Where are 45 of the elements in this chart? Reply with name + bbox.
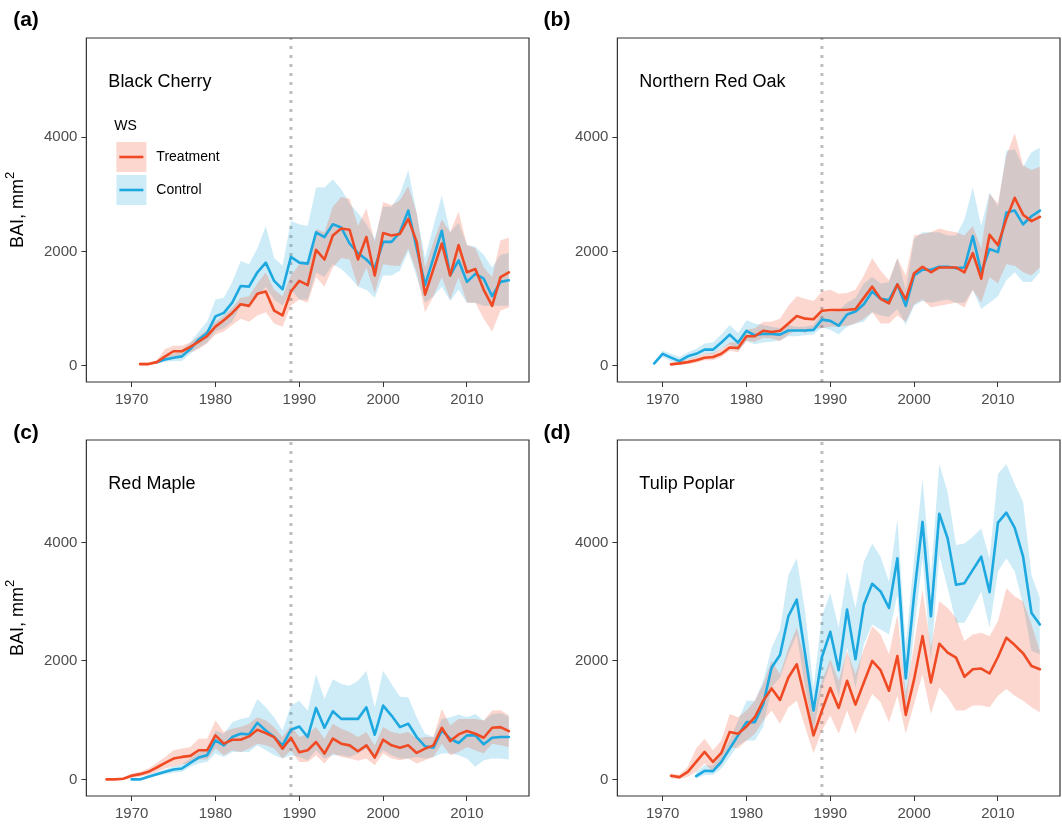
x-tick-label: 1970 <box>645 804 680 822</box>
x-tick-label: 1970 <box>114 804 149 822</box>
y-tick-label: 4000 <box>574 532 609 550</box>
x-tick-label: 1980 <box>729 804 764 822</box>
y-tick-label: 2000 <box>43 241 78 259</box>
x-tick-label: 2010 <box>981 804 1015 822</box>
x-tick-label: 1980 <box>198 390 233 408</box>
y-tick-label: 2000 <box>574 651 609 669</box>
y-tick-label: 4000 <box>574 127 609 145</box>
y-tick-label: 0 <box>69 769 78 787</box>
y-axis-title: BAI, mm2 <box>2 579 27 657</box>
x-tick-label: 1990 <box>282 804 316 822</box>
x-tick-label: 2010 <box>450 804 484 822</box>
chart-title: (b) <box>543 6 571 30</box>
text: Black Cherry <box>108 70 212 91</box>
chart-title: (d) <box>543 419 571 443</box>
x-tick-label: 1990 <box>813 390 847 408</box>
y-tick-label: 2000 <box>574 241 609 259</box>
chart-title: (a) <box>13 6 39 30</box>
y-axis-title: BAI, mm2 <box>2 171 27 249</box>
x-tick-label: 2010 <box>450 390 484 408</box>
legend-label: Control <box>156 180 202 197</box>
x-tick-label: 1970 <box>114 390 149 408</box>
x-tick-label: 1980 <box>729 390 764 408</box>
y-tick-label: 2000 <box>43 651 78 669</box>
y-tick-label: 0 <box>69 356 78 374</box>
text: Northern Red Oak <box>639 70 787 91</box>
x-tick-label: 1980 <box>198 804 233 822</box>
x-tick-label: 2000 <box>897 390 931 408</box>
y-tick-label: 4000 <box>43 532 78 550</box>
x-tick-label: 2010 <box>981 390 1015 408</box>
y-tick-label: 4000 <box>43 127 78 145</box>
x-tick-label: 1990 <box>813 804 847 822</box>
legend-title: WS <box>114 116 137 133</box>
text: Tulip Poplar <box>639 472 735 493</box>
x-tick-label: 2000 <box>366 804 400 822</box>
y-tick-label: 0 <box>600 356 609 374</box>
x-tick-label: 1970 <box>645 390 680 408</box>
x-tick-label: 1990 <box>282 390 316 408</box>
x-tick-label: 2000 <box>366 390 400 408</box>
legend-label: Treatment <box>156 147 220 164</box>
chart-title: (c) <box>13 419 39 443</box>
text: Red Maple <box>108 472 196 493</box>
x-tick-label: 2000 <box>897 804 931 822</box>
y-tick-label: 0 <box>600 769 609 787</box>
